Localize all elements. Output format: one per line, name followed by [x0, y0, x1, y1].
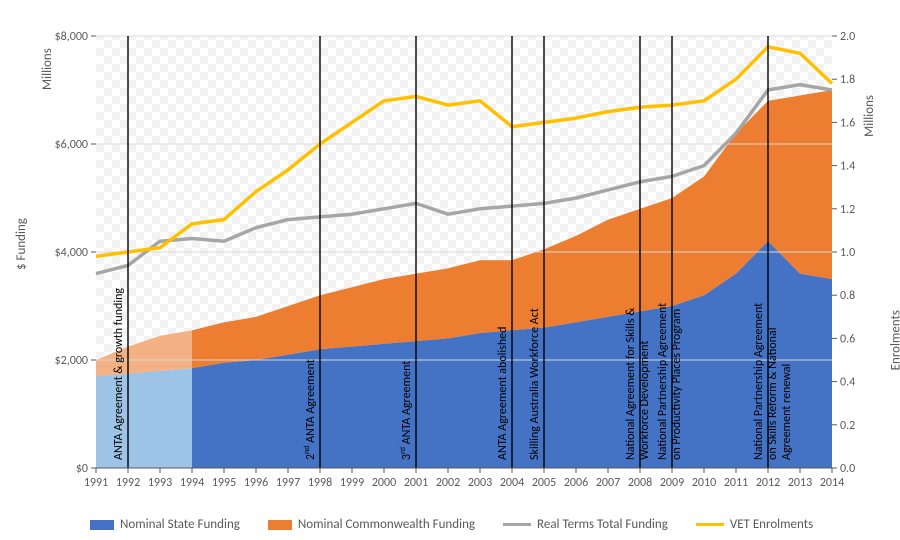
left-axis-unit: Millions — [40, 48, 55, 90]
legend-swatch-commonwealth — [268, 520, 292, 530]
x-tick-label: 2004 — [500, 476, 524, 490]
x-tick-label: 1993 — [148, 476, 172, 490]
legend-item-enrolments: VET Enrolments — [696, 517, 813, 532]
funding-chart-svg: ANTA Agreement & growth funding 2nd ANTA … — [0, 0, 900, 540]
annotation-label: on Skills Reform & National — [766, 328, 780, 460]
legend-label: Nominal State Funding — [120, 517, 240, 532]
legend-line-enrolments — [696, 523, 724, 526]
annotation-label: National Partnership Agreement — [656, 303, 670, 460]
x-tick-label: 2005 — [532, 476, 556, 490]
x-tick-label: 1998 — [308, 476, 332, 490]
left-tick-label: $2,000 — [55, 354, 88, 368]
chart-container: ANTA Agreement & growth funding 2nd ANTA … — [0, 0, 900, 540]
x-tick-label: 2012 — [756, 476, 780, 490]
left-tick-label: $0 — [76, 462, 88, 476]
left-tick-label: $6,000 — [55, 138, 88, 152]
annotation-label: National Partnership Agreement — [752, 303, 766, 460]
right-tick-label: 0.8 — [840, 289, 855, 303]
right-axis-unit: Millions — [862, 95, 877, 137]
legend-item-real-total: Real Terms Total Funding — [503, 517, 668, 532]
annotation-label: Skilling Australia Workforce Act — [528, 308, 542, 460]
x-tick-label: 2007 — [596, 476, 620, 490]
legend-label: VET Enrolments — [730, 517, 813, 532]
legend-line-real-total — [503, 523, 531, 526]
x-tick-label: 1994 — [180, 476, 204, 490]
x-tick-label: 2013 — [788, 476, 812, 490]
left-tick-label: $4,000 — [55, 246, 88, 260]
legend-label: Real Terms Total Funding — [537, 517, 668, 532]
x-tick-label: 2002 — [436, 476, 460, 490]
x-tick-label: 2009 — [660, 476, 684, 490]
x-tick-label: 1995 — [212, 476, 236, 490]
legend-item-state: Nominal State Funding — [90, 517, 240, 532]
x-tick-label: 2010 — [692, 476, 716, 490]
right-tick-label: 1.8 — [840, 73, 855, 87]
annotation-label: 2nd ANTA Agreement — [302, 359, 318, 460]
right-tick-label: 1.4 — [840, 160, 855, 174]
annotation-label: 3rd ANTA Agreement — [398, 361, 414, 460]
right-tick-label: 0.0 — [840, 462, 855, 476]
left-tick-label: $8,000 — [55, 30, 88, 44]
annotation-label: Workforce Development — [638, 341, 652, 460]
x-tick-label: 2008 — [628, 476, 652, 490]
x-tick-label: 2000 — [372, 476, 396, 490]
left-axis-title: $ Funding — [14, 218, 29, 270]
annotation-label: on Productivity Places Program — [670, 309, 684, 460]
legend: Nominal State Funding Nominal Commonweal… — [90, 517, 813, 532]
legend-swatch-state — [90, 520, 114, 530]
x-tick-label: 1997 — [276, 476, 300, 490]
x-tick-label: 2001 — [404, 476, 428, 490]
right-tick-label: 1.2 — [840, 203, 855, 217]
x-tick-label: 2003 — [468, 476, 492, 490]
x-tick-label: 1996 — [244, 476, 268, 490]
x-tick-label: 2006 — [564, 476, 588, 490]
x-tick-label: 2014 — [820, 476, 844, 490]
right-tick-label: 1.0 — [840, 246, 855, 260]
annotation-label: ANTA Agreement abolished — [496, 327, 510, 460]
right-tick-label: 0.4 — [840, 376, 855, 390]
right-tick-label: 0.6 — [840, 332, 855, 346]
area-state-faded — [96, 368, 192, 468]
x-tick-label: 1992 — [116, 476, 140, 490]
right-tick-label: 1.6 — [840, 116, 855, 130]
annotation-label: Agreement renewal — [780, 364, 794, 460]
annotation-label: National Agreement for Skills & — [624, 307, 638, 460]
annotation-label: ANTA Agreement & growth funding — [112, 288, 126, 460]
x-tick-label: 1999 — [340, 476, 364, 490]
legend-label: Nominal Commonwealth Funding — [298, 517, 475, 532]
x-tick-label: 2011 — [724, 476, 748, 490]
right-tick-label: 0.2 — [840, 419, 855, 433]
x-tick-label: 1991 — [84, 476, 108, 490]
right-axis-title: Enrolments — [888, 310, 900, 370]
legend-item-commonwealth: Nominal Commonwealth Funding — [268, 517, 475, 532]
right-tick-label: 2.0 — [840, 30, 855, 44]
